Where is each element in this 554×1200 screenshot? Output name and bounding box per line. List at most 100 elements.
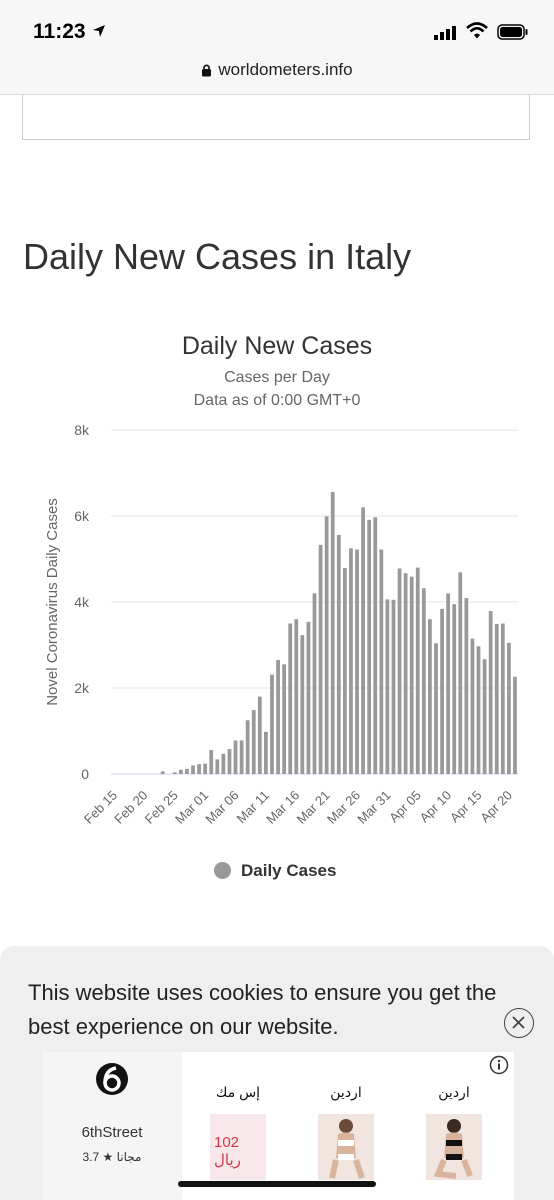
bar xyxy=(458,572,463,774)
bar xyxy=(270,674,274,774)
address-bar[interactable]: worldometers.info xyxy=(0,50,554,95)
bar xyxy=(239,740,244,774)
close-icon xyxy=(512,1016,525,1029)
y-tick-label: 8k xyxy=(74,422,90,438)
bar xyxy=(288,623,293,774)
bar xyxy=(191,765,195,774)
location-arrow-icon xyxy=(93,25,105,37)
url-text: worldometers.info xyxy=(218,60,353,79)
bar xyxy=(342,568,347,774)
x-tick-label: Apr 10 xyxy=(417,788,455,826)
bar xyxy=(306,621,311,774)
bar xyxy=(330,491,335,774)
bar xyxy=(185,768,189,774)
bar xyxy=(488,611,493,774)
bar xyxy=(507,642,511,774)
bar xyxy=(373,517,378,774)
bar xyxy=(294,619,299,774)
y-tick-label: 4k xyxy=(74,594,90,610)
ad-item-label: اردين xyxy=(330,1084,362,1100)
bar xyxy=(428,619,432,774)
x-tick-label: Apr 05 xyxy=(386,788,424,826)
bar xyxy=(233,740,238,774)
bar xyxy=(464,598,469,774)
ad-item-image xyxy=(426,1114,482,1180)
bar xyxy=(385,599,390,774)
lock-icon xyxy=(202,64,212,77)
bar xyxy=(421,588,426,774)
legend-label: Daily Cases xyxy=(241,861,337,880)
ad-brand-rating: 3.7 ★ مجانا xyxy=(82,1150,142,1164)
x-tick-label: Mar 31 xyxy=(354,788,393,827)
chart-title: Daily New Cases xyxy=(181,332,373,360)
bar xyxy=(367,519,372,774)
x-tick-label: Feb 20 xyxy=(111,788,150,827)
x-tick-label: Feb 25 xyxy=(142,788,181,827)
ad-brand-panel[interactable]: 6thStreet 3.7 ★ مجانا xyxy=(42,1052,182,1200)
ad-item[interactable]: اردين xyxy=(296,1052,396,1200)
bar xyxy=(318,544,323,774)
daily-cases-chart: 0 2k 4k 6k 8k Novel Coronavirus Daily Cases Fe… xyxy=(44,422,518,827)
ad-item-label: اردين xyxy=(438,1084,470,1100)
y-axis-title: Novel Coronavirus Daily Cases xyxy=(44,498,61,706)
cookie-message: This website uses cookies to ensure you … xyxy=(28,980,497,1039)
status-bar: 11:23 xyxy=(0,0,554,50)
ad-item-label: إس مك xyxy=(215,1084,261,1100)
bar xyxy=(257,696,262,774)
chart-subtitle-line-2: Data as of 0:00 GMT+0 xyxy=(193,392,361,409)
x-tick-label: Apr 20 xyxy=(477,788,515,826)
ad-info-icon[interactable] xyxy=(489,1055,509,1075)
ad-item-image: 102 ريال xyxy=(210,1114,266,1180)
y-tick-label: 6k xyxy=(74,508,90,524)
bar xyxy=(379,549,384,774)
bar xyxy=(251,709,256,774)
ad-item[interactable]: اردين xyxy=(404,1052,504,1200)
model-photo-icon xyxy=(433,1119,473,1179)
bar xyxy=(336,534,341,774)
x-tick-label: Feb 15 xyxy=(81,788,120,827)
ad-brand-name: 6thStreet xyxy=(81,1124,143,1141)
x-tick-label: Mar 21 xyxy=(294,788,333,827)
bar xyxy=(446,593,451,774)
y-tick-label: 0 xyxy=(81,766,89,782)
home-indicator xyxy=(178,1181,376,1187)
bar xyxy=(282,664,287,774)
ad-banner[interactable]: 6thStreet 3.7 ★ مجانا إس مك 102 ريال ارد… xyxy=(42,1052,514,1200)
chart-subtitle-line-1: Cases per Day xyxy=(224,369,330,386)
bar xyxy=(209,749,214,774)
x-tick-label: Apr 15 xyxy=(447,788,485,826)
ad-item[interactable]: إس مك 102 ريال xyxy=(188,1052,288,1200)
bar xyxy=(221,753,226,774)
x-tick-label: Mar 01 xyxy=(172,788,211,827)
bar xyxy=(452,604,457,774)
bar xyxy=(324,516,329,774)
ad-item-image xyxy=(318,1114,374,1180)
bar xyxy=(160,771,165,774)
chart-legend[interactable]: Daily Cases xyxy=(214,861,336,881)
previous-chart-container xyxy=(22,94,530,140)
bar xyxy=(361,507,365,774)
status-time: 11:23 xyxy=(33,20,86,43)
y-tick-label: 2k xyxy=(74,680,90,696)
cookie-close-button[interactable] xyxy=(504,1008,534,1038)
bar xyxy=(203,763,208,774)
bar xyxy=(312,593,317,774)
bar xyxy=(276,660,280,774)
section-title: Daily New Cases in Italy xyxy=(23,236,412,277)
bar xyxy=(172,772,177,774)
bar xyxy=(494,623,499,774)
bar xyxy=(476,646,481,774)
bar xyxy=(355,549,359,774)
ad-item-price: 102 ريال xyxy=(214,1134,241,1169)
x-tick-label: Mar 26 xyxy=(324,788,363,827)
model-photo-icon xyxy=(329,1119,365,1179)
bar xyxy=(300,635,305,774)
bar xyxy=(409,576,414,774)
bar xyxy=(470,638,475,774)
bar xyxy=(397,568,402,774)
bar xyxy=(415,567,420,774)
bar xyxy=(215,759,220,774)
x-tick-label: Mar 16 xyxy=(263,788,302,827)
bar xyxy=(391,599,396,774)
legend-marker xyxy=(214,862,231,879)
